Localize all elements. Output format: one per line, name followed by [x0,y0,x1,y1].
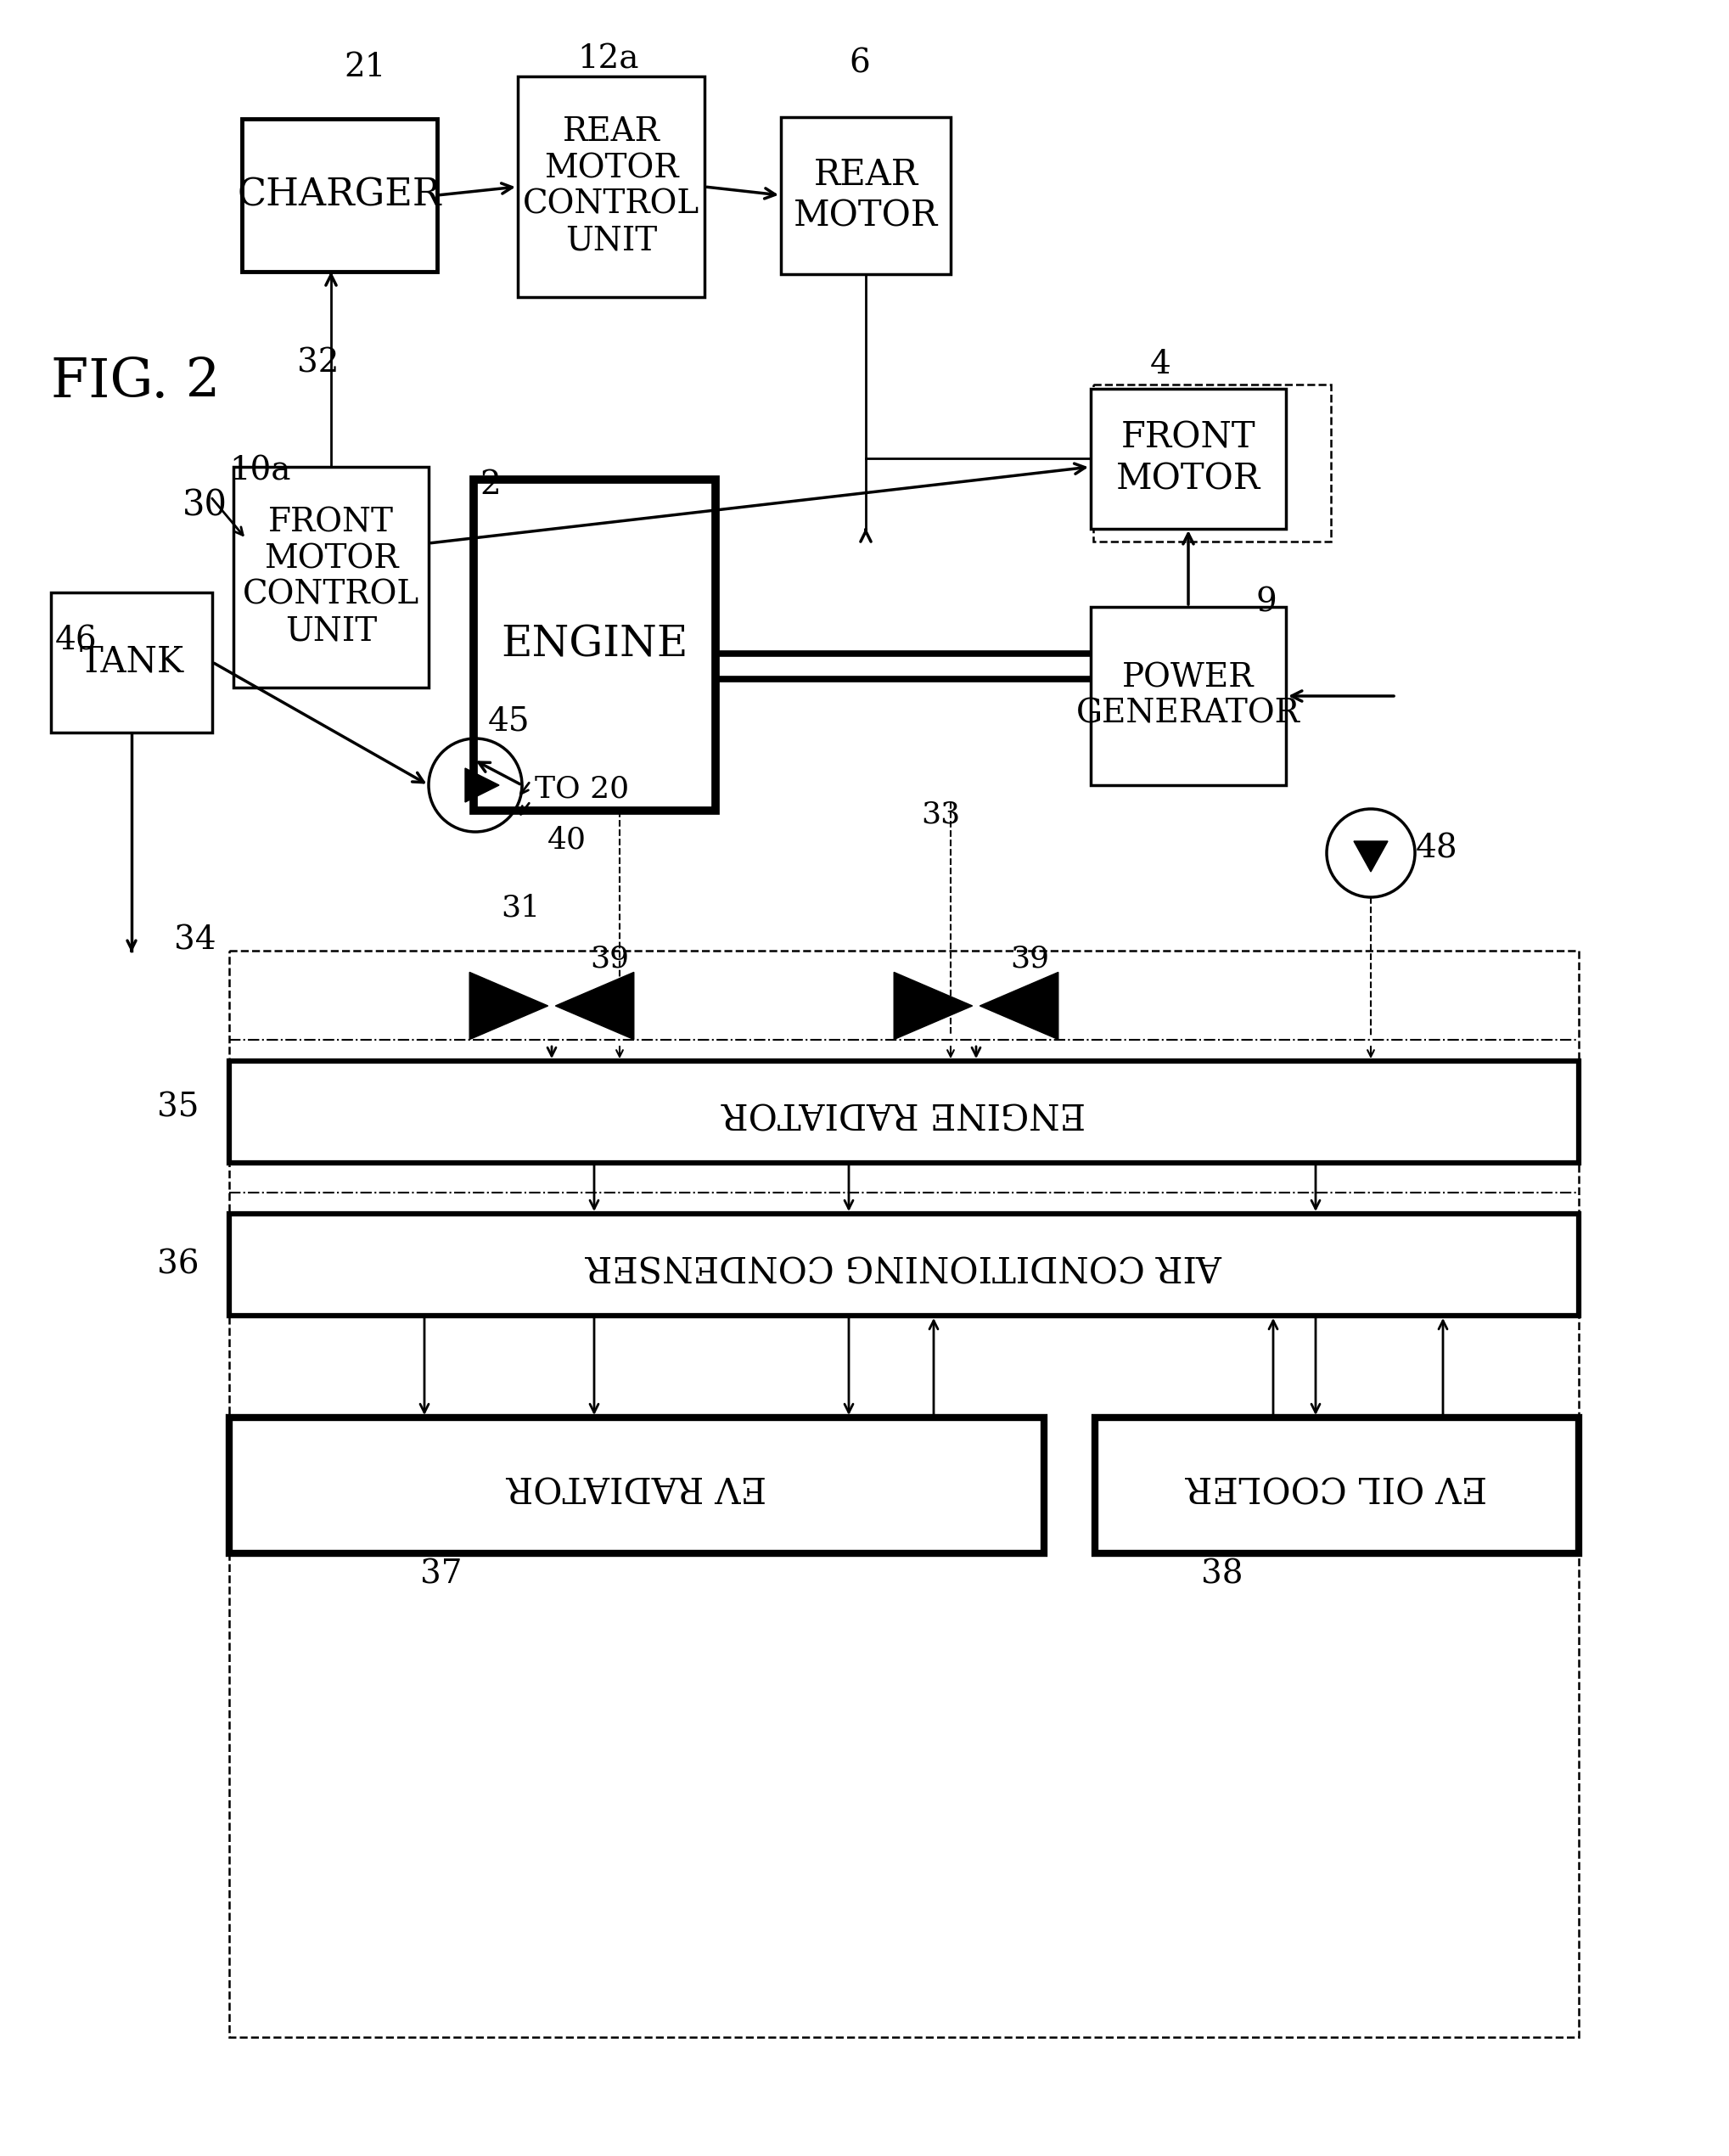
Text: 36: 36 [157,1248,199,1281]
Text: 37: 37 [420,1559,462,1591]
Text: 48: 48 [1416,832,1458,865]
Text: EV RADIATOR: EV RADIATOR [507,1468,766,1503]
Text: POWER
GENERATOR: POWER GENERATOR [1077,662,1300,731]
Text: CHARGER: CHARGER [237,177,441,213]
Text: EV OIL COOLER: EV OIL COOLER [1186,1468,1487,1503]
FancyBboxPatch shape [242,119,437,272]
Polygon shape [894,972,972,1039]
Text: 2: 2 [479,470,501,500]
FancyBboxPatch shape [230,1416,1044,1552]
Text: FIG. 2: FIG. 2 [50,356,220,407]
Text: 30: 30 [183,487,228,524]
Text: 34: 34 [175,925,216,957]
Text: 21: 21 [344,52,386,84]
FancyBboxPatch shape [50,593,213,733]
Text: 35: 35 [157,1091,199,1123]
FancyBboxPatch shape [517,75,704,298]
Text: TANK: TANK [80,645,183,679]
FancyBboxPatch shape [782,116,951,274]
Text: FRONT
MOTOR
CONTROL
UNIT: FRONT MOTOR CONTROL UNIT [242,507,420,647]
Text: 40: 40 [548,826,586,854]
Text: TO 20: TO 20 [534,774,629,804]
Polygon shape [980,972,1058,1039]
FancyBboxPatch shape [233,468,429,688]
Text: ENGINE RADIATOR: ENGINE RADIATOR [723,1093,1086,1130]
Text: 6: 6 [849,47,870,80]
Text: 39: 39 [1010,944,1050,975]
Text: 10a: 10a [230,455,290,487]
Text: 46: 46 [55,625,97,658]
Text: REAR
MOTOR: REAR MOTOR [794,157,939,233]
Text: 45: 45 [488,705,531,737]
Text: 33: 33 [922,800,960,830]
Text: 32: 32 [297,347,339,379]
Text: 39: 39 [590,944,629,975]
Text: FRONT
MOTOR: FRONT MOTOR [1115,420,1260,496]
Polygon shape [465,768,500,802]
Polygon shape [470,972,548,1039]
Text: 12a: 12a [577,43,638,75]
Text: ENGINE: ENGINE [501,623,688,666]
FancyBboxPatch shape [1091,388,1286,528]
Text: 9: 9 [1257,586,1278,619]
Text: 38: 38 [1202,1559,1243,1591]
FancyBboxPatch shape [230,1214,1579,1315]
FancyBboxPatch shape [1094,1416,1579,1552]
FancyBboxPatch shape [1091,606,1286,785]
FancyBboxPatch shape [230,1061,1579,1162]
Text: 4: 4 [1150,349,1171,382]
Text: AIR CONDITIONING CONDENSER: AIR CONDITIONING CONDENSER [586,1246,1222,1283]
Polygon shape [1354,841,1388,871]
Text: 31: 31 [501,895,539,923]
Text: REAR
MOTOR
CONTROL
UNIT: REAR MOTOR CONTROL UNIT [522,116,700,257]
FancyBboxPatch shape [474,479,716,811]
Polygon shape [555,972,635,1039]
